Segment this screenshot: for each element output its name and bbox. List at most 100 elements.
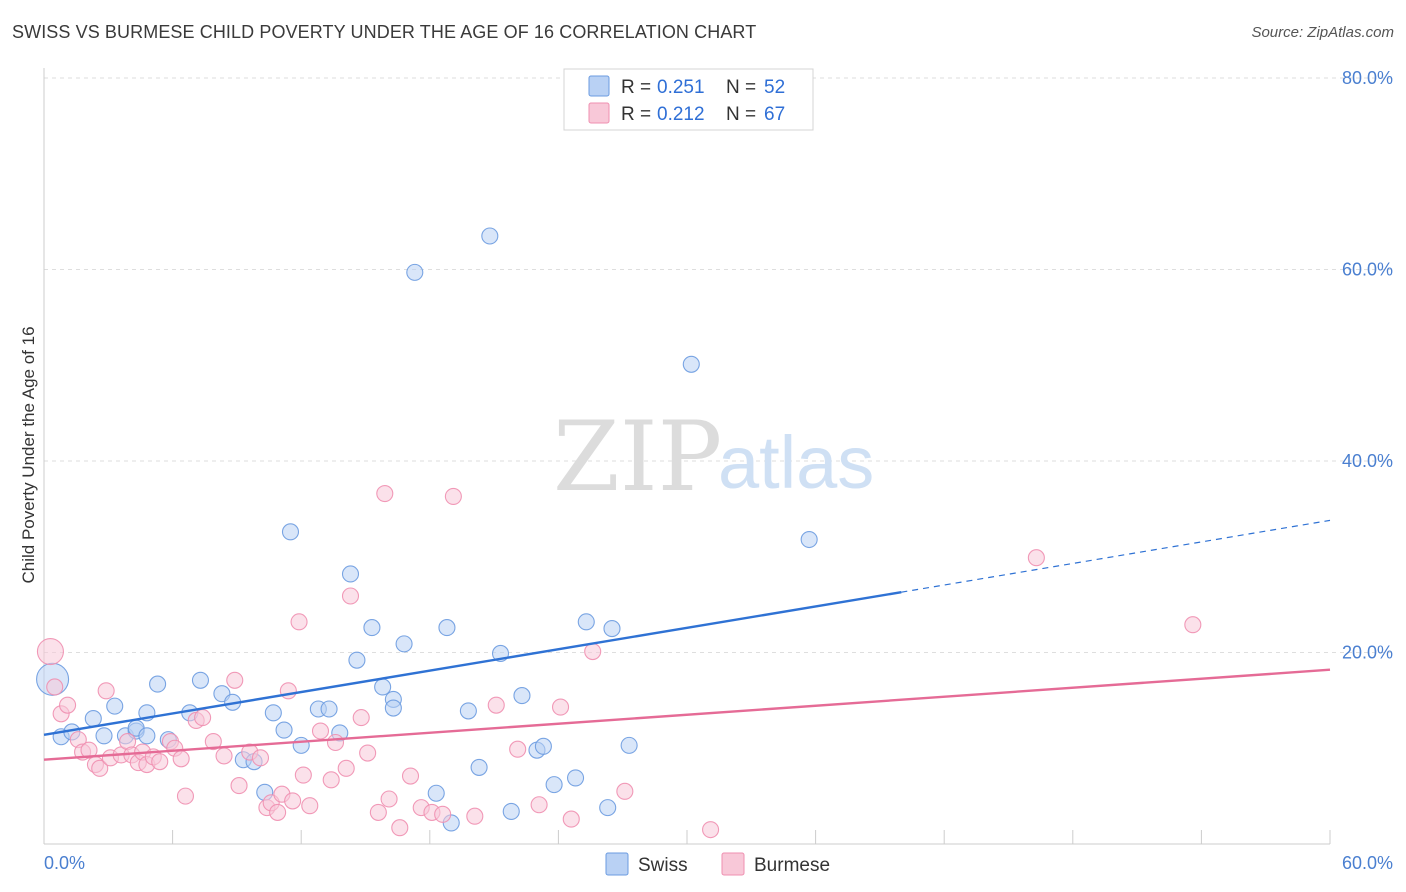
watermark-zip: ZIP [553, 401, 722, 513]
y-axis-title: Child Poverty Under the Age of 16 [19, 326, 38, 583]
burmese-point [36, 637, 64, 666]
swiss-point [603, 620, 621, 638]
swiss-point [384, 699, 402, 717]
bottom-legend-swatch-swiss [605, 852, 629, 876]
burmese-point [562, 810, 580, 828]
swiss-point [566, 769, 585, 787]
swiss-point [84, 710, 102, 728]
swiss-point [427, 784, 445, 802]
legend-stats: R = 0.251 N = 52 R = 0.212 N = 67 [563, 68, 814, 131]
swiss-point [534, 737, 552, 755]
watermark: ZIP atlas [553, 401, 874, 513]
chart-title: SWISS VS BURMESE CHILD POVERTY UNDER THE… [12, 22, 757, 42]
y-tick-label-20: 20.0% [1342, 643, 1393, 663]
swiss-point [341, 565, 360, 583]
legend-n-value-swiss: 52 [764, 77, 785, 98]
y-tick-label-60: 60.0% [1342, 260, 1393, 280]
legend-swatch-burmese [588, 102, 610, 124]
swiss-point [264, 704, 282, 722]
swiss-point [138, 727, 156, 745]
burmese-trend-line [43, 668, 1331, 761]
swiss-point [545, 776, 563, 794]
legend-r-label-burmese: R = [621, 104, 651, 125]
swiss-point [149, 675, 167, 693]
swiss-point [348, 651, 366, 669]
swiss-point [502, 802, 520, 820]
burmese-point [301, 797, 319, 815]
burmese-point [251, 749, 270, 767]
legend-r-label-swiss: R = [621, 77, 651, 98]
burmese-point [176, 787, 195, 805]
bottom-legend-label-swiss: Swiss [638, 855, 688, 876]
x-tick-marks [172, 830, 1331, 844]
burmese-point [151, 753, 169, 771]
swiss-trend-line [43, 590, 902, 737]
legend-n-label-swiss: N = [726, 77, 756, 98]
x-tick-label-min: 0.0% [44, 853, 85, 873]
swiss-point [470, 758, 488, 776]
burmese-point [97, 682, 115, 700]
burmese-point [204, 732, 222, 751]
swiss-point [395, 635, 413, 653]
burmese-point [341, 587, 360, 605]
swiss-point [320, 700, 338, 718]
burmese-point [230, 777, 248, 795]
burmese-point [466, 807, 484, 825]
burmese-point [359, 744, 377, 762]
burmese-point [487, 696, 505, 714]
burmese-point [290, 613, 308, 631]
burmese-point [172, 750, 190, 768]
burmese-point [434, 805, 452, 823]
burmese-point [584, 642, 602, 661]
swiss-point [95, 727, 113, 745]
burmese-point [215, 747, 233, 765]
series-burmese [36, 485, 1202, 839]
swiss-point [191, 671, 210, 689]
burmese-point [226, 671, 244, 689]
burmese-point [311, 722, 330, 740]
burmese-point [702, 821, 720, 839]
swiss-point [513, 687, 531, 705]
legend-series: Swiss Burmese [605, 852, 830, 876]
burmese-point [322, 771, 340, 789]
swiss-point [682, 355, 700, 373]
burmese-point [194, 709, 212, 727]
legend-r-value-swiss: 0.251 [657, 77, 705, 98]
burmese-point [530, 796, 548, 814]
swiss-point [106, 697, 124, 715]
legend-swatch-swiss [588, 75, 610, 97]
source-label: Source: ZipAtlas.com [1251, 24, 1394, 41]
burmese-point [326, 733, 345, 752]
burmese-point [1027, 549, 1045, 567]
burmese-point [401, 767, 420, 785]
swiss-point [275, 721, 293, 739]
swiss-trend-extension [901, 519, 1331, 593]
swiss-point [438, 619, 456, 637]
series-swiss [36, 227, 818, 832]
burmese-point [376, 485, 394, 503]
legend-n-label-burmese: N = [726, 104, 756, 125]
burmese-point [269, 803, 287, 821]
burmese-point [91, 759, 109, 777]
y-tick-label-40: 40.0% [1342, 451, 1393, 471]
swiss-point [800, 530, 818, 549]
burmese-point [391, 819, 409, 837]
burmese-point [369, 803, 387, 821]
burmese-point [551, 698, 570, 716]
burmese-point [352, 709, 370, 727]
burmese-point [294, 766, 312, 784]
gridlines [44, 77, 1393, 653]
swiss-point [406, 263, 424, 281]
x-tick-label-max: 60.0% [1342, 853, 1393, 873]
burmese-point [444, 487, 462, 505]
swiss-point [577, 613, 595, 631]
swiss-point [292, 736, 310, 754]
burmese-point [59, 696, 77, 714]
legend-n-value-burmese: 67 [764, 104, 785, 125]
swiss-point [281, 523, 300, 541]
burmese-point [509, 740, 527, 758]
swiss-point [599, 799, 617, 817]
swiss-point [459, 702, 477, 720]
legend-r-value-burmese: 0.212 [657, 104, 705, 125]
